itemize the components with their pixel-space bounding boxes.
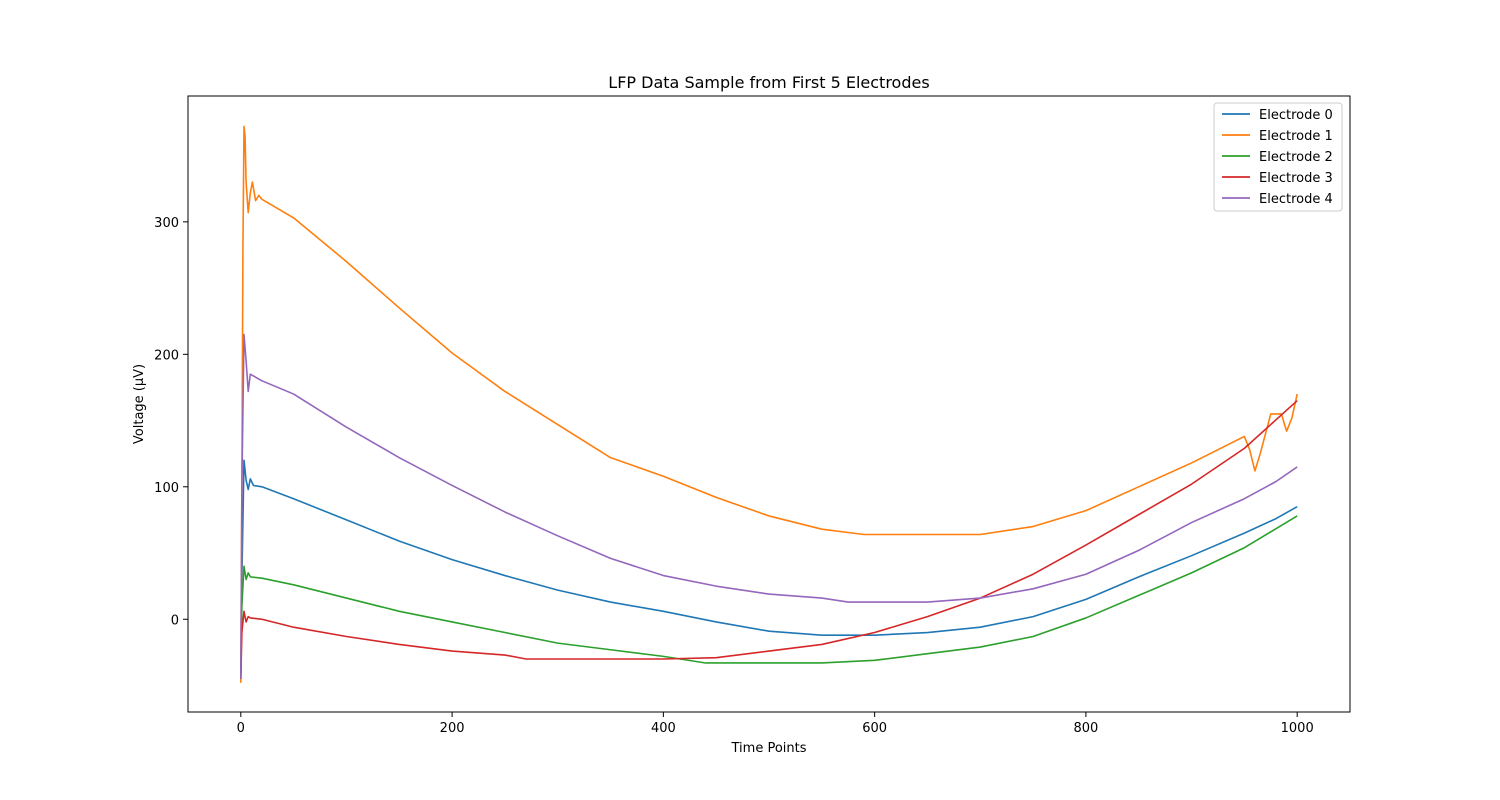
chart-title: LFP Data Sample from First 5 Electrodes	[608, 73, 929, 92]
y-tick-label-3: 300	[154, 216, 179, 231]
legend-label-4: Electrode 4	[1259, 192, 1333, 207]
series-line-0	[240, 459, 1298, 677]
y-tick-label-0: 0	[171, 613, 179, 628]
x-tick-label-3: 600	[862, 721, 887, 736]
y-tick-label-1: 100	[154, 481, 179, 496]
series-line-3	[240, 400, 1298, 679]
legend-label-3: Electrode 3	[1259, 171, 1333, 186]
legend-label-2: Electrode 2	[1259, 150, 1333, 165]
x-axis-label: Time Points	[731, 741, 807, 756]
x-axis-ticks: 0 200 400 600 800 1000	[237, 712, 1314, 736]
y-axis-ticks: 0 100 200 300	[154, 216, 188, 628]
x-tick-label-5: 1000	[1281, 721, 1314, 736]
series-line-4	[240, 333, 1298, 679]
x-tick-label-4: 800	[1073, 721, 1098, 736]
legend: Electrode 0 Electrode 1 Electrode 2 Electro…	[1213, 102, 1343, 212]
series-line-2	[240, 515, 1298, 673]
series-lines	[240, 125, 1298, 683]
legend-label-1: Electrode 1	[1259, 129, 1333, 144]
plot-frame	[187, 95, 1351, 713]
x-tick-label-0: 0	[237, 721, 245, 736]
y-tick-label-2: 200	[154, 348, 179, 363]
legend-label-0: Electrode 0	[1259, 108, 1333, 123]
legend-box	[1213, 102, 1343, 212]
x-tick-label-2: 400	[651, 721, 676, 736]
x-tick-label-1: 200	[440, 721, 465, 736]
y-axis-label: Voltage (µV)	[132, 364, 147, 444]
series-line-1	[240, 125, 1298, 683]
